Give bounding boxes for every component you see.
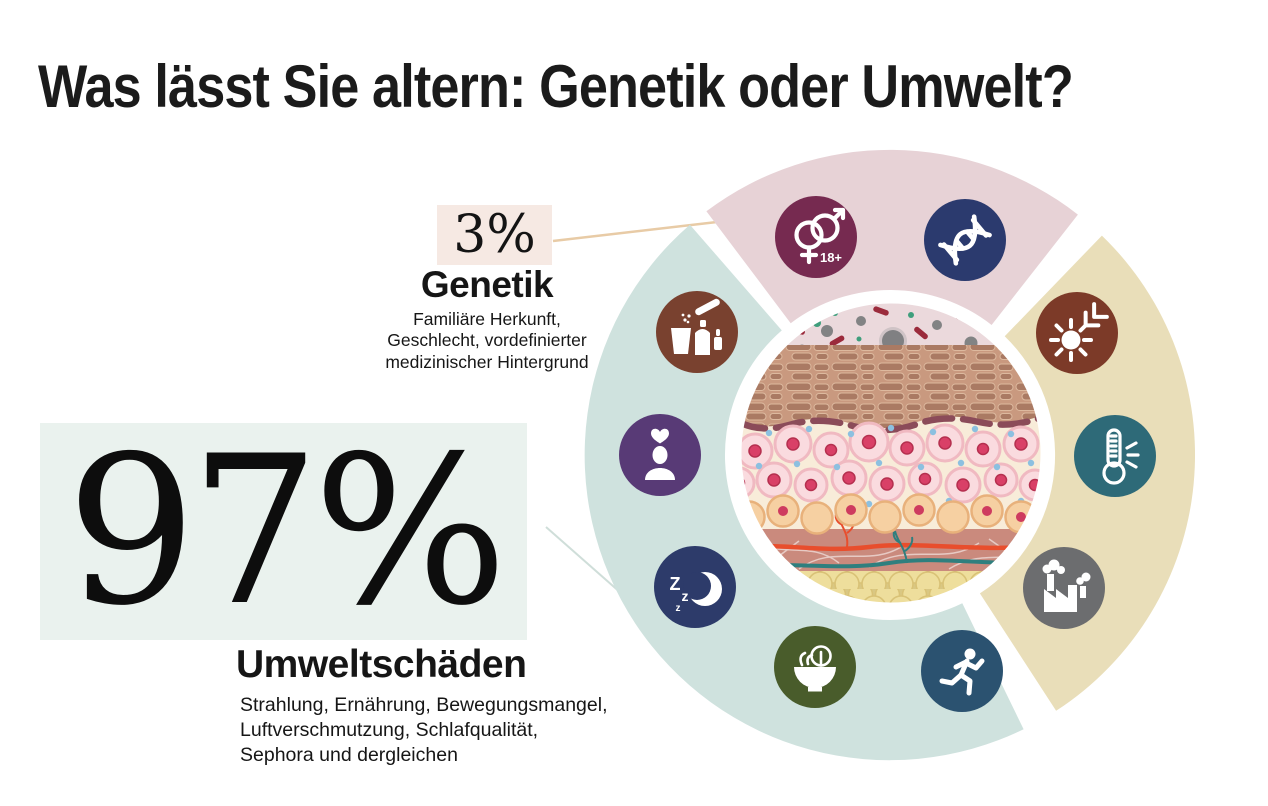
cosmetics-icon bbox=[656, 291, 738, 373]
environment-percent: 97% bbox=[66, 412, 508, 651]
genetics-label: Genetik bbox=[420, 264, 554, 305]
dna-icon bbox=[924, 199, 1006, 281]
genetics-percent-box: 3% bbox=[437, 205, 552, 265]
gender-18plus-icon: 18+ bbox=[775, 196, 857, 278]
genetics-connector-line bbox=[552, 217, 744, 243]
zzz-letter-3: z bbox=[676, 603, 681, 614]
self-care-icon bbox=[619, 414, 701, 496]
zzz-letter-1: Z bbox=[670, 574, 681, 594]
temperature-icon bbox=[1074, 415, 1156, 497]
sleep-icon: Z z z bbox=[654, 546, 736, 628]
environment-label: Umweltschäden bbox=[236, 643, 527, 686]
genetics-description: Familiäre Herkunft, Geschlecht, vordefin… bbox=[385, 309, 589, 372]
badge-18plus: 18+ bbox=[820, 250, 842, 265]
sector-genetik bbox=[706, 149, 1078, 325]
environment-description: Strahlung, Ernährung, Bewegungsmangel, L… bbox=[240, 694, 608, 766]
uv-sun-icon bbox=[1036, 292, 1118, 374]
page-title: Was lässt Sie altern: Genetik oder Umwel… bbox=[38, 53, 1074, 121]
basal-cells bbox=[740, 493, 1038, 535]
genetics-percent: 3% bbox=[453, 205, 536, 265]
cell-nuclei bbox=[740, 434, 1042, 492]
exercise-icon bbox=[921, 630, 1003, 712]
factory-pollution-icon bbox=[1023, 547, 1105, 629]
skin-layers-illustration bbox=[738, 300, 1044, 606]
zzz-letter-2: z bbox=[682, 588, 689, 604]
nutrition-icon bbox=[774, 626, 856, 708]
environment-connector-line-overlay bbox=[570, 581, 651, 659]
environment-percent-box: 97% bbox=[40, 423, 527, 640]
